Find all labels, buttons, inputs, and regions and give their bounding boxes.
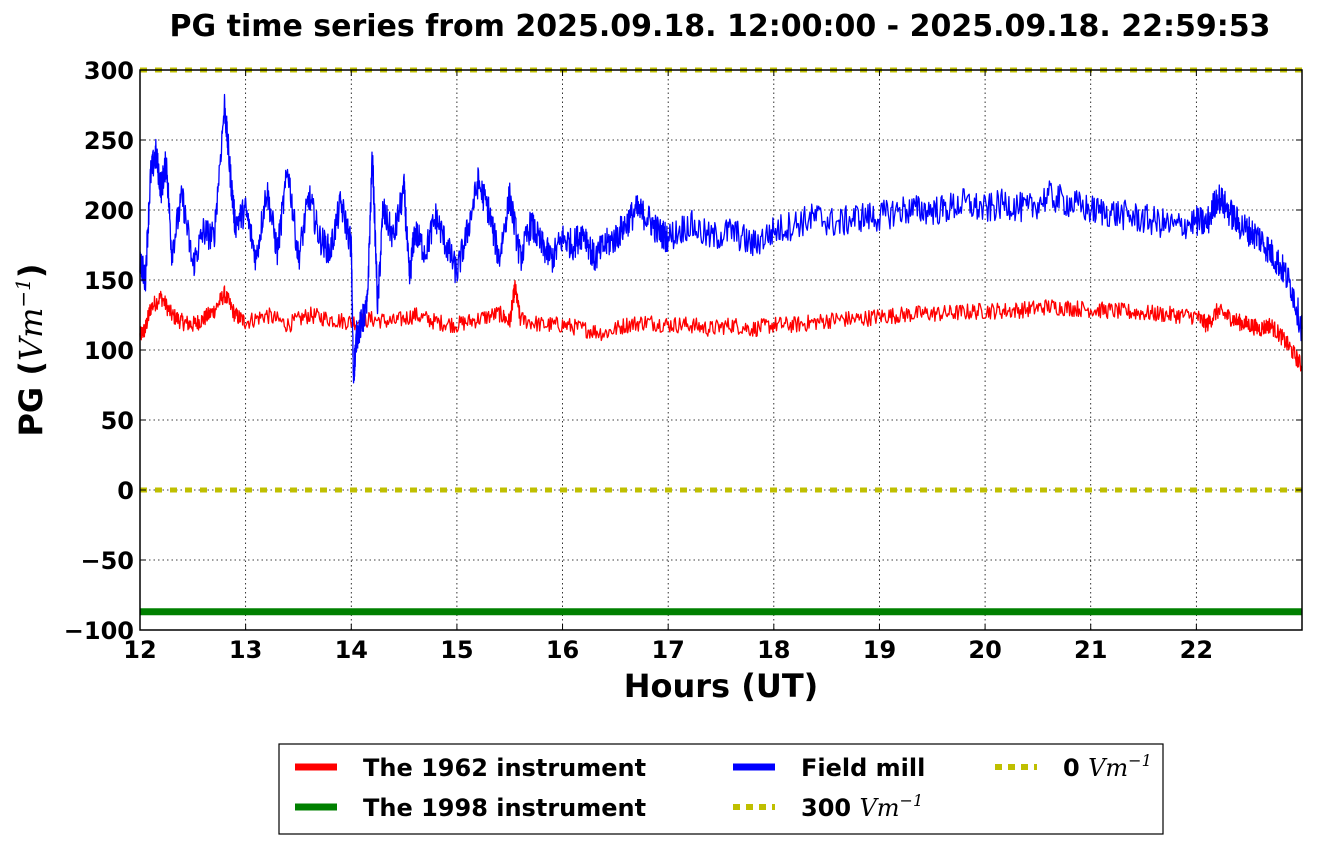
y-axis-label: PG (Vm−1) bbox=[11, 263, 50, 436]
x-tick-label: 13 bbox=[229, 636, 262, 664]
x-tick-label: 12 bbox=[123, 636, 156, 664]
x-tick-label: 20 bbox=[968, 636, 1001, 664]
legend: The 1962 instrument The 1998 instrument Fi… bbox=[278, 743, 1164, 835]
series-line-field-mill bbox=[139, 93, 1303, 384]
legend-entry-label: The 1998 instrument bbox=[363, 794, 646, 822]
legend-box bbox=[278, 743, 1164, 835]
axis-ticks bbox=[139, 69, 1302, 631]
legend-entry-label: Field mill bbox=[801, 754, 925, 782]
y-tick-label: −100 bbox=[64, 617, 134, 645]
x-axis-label: Hours (UT) bbox=[624, 667, 819, 705]
x-tick-label: 22 bbox=[1180, 636, 1213, 664]
x-tick-label: 21 bbox=[1074, 636, 1107, 664]
chart-title: PG time series from 2025.09.18. 12:00:00… bbox=[170, 9, 1271, 44]
legend-entry-label: 0 Vm−1 bbox=[1063, 751, 1152, 782]
series-layer bbox=[139, 67, 1303, 616]
y-axis-label-unit: Vm bbox=[12, 308, 50, 361]
y-tick-label: 50 bbox=[101, 407, 134, 435]
y-axis-label-prefix: PG ( bbox=[12, 361, 50, 436]
y-axis-label-exponent: −1 bbox=[11, 278, 35, 307]
y-tick-label: 100 bbox=[84, 337, 134, 365]
series-line-the-1962-instrument bbox=[139, 279, 1303, 372]
x-tick-label: 19 bbox=[863, 636, 896, 664]
x-tick-label: 17 bbox=[651, 636, 684, 664]
x-tick-label: 18 bbox=[757, 636, 790, 664]
axis-tick-labels: 12 13 14 15 16 17 18 19 20 21 22 300 250 200 150 100 50 0… bbox=[64, 57, 1213, 664]
y-tick-label: 300 bbox=[84, 57, 134, 85]
grid-lines bbox=[140, 70, 1302, 630]
y-tick-label: −50 bbox=[80, 547, 134, 575]
x-tick-label: 16 bbox=[546, 636, 579, 664]
y-tick-label: 150 bbox=[84, 267, 134, 295]
y-tick-label: 200 bbox=[84, 197, 134, 225]
y-axis-label-suffix: ) bbox=[12, 263, 50, 278]
legend-entry-label: The 1962 instrument bbox=[363, 754, 646, 782]
y-tick-label: 0 bbox=[117, 477, 134, 505]
legend-entry-label: 300 Vm−1 bbox=[801, 791, 923, 822]
x-tick-label: 14 bbox=[335, 636, 368, 664]
y-tick-label: 250 bbox=[84, 127, 134, 155]
x-tick-label: 15 bbox=[440, 636, 473, 664]
